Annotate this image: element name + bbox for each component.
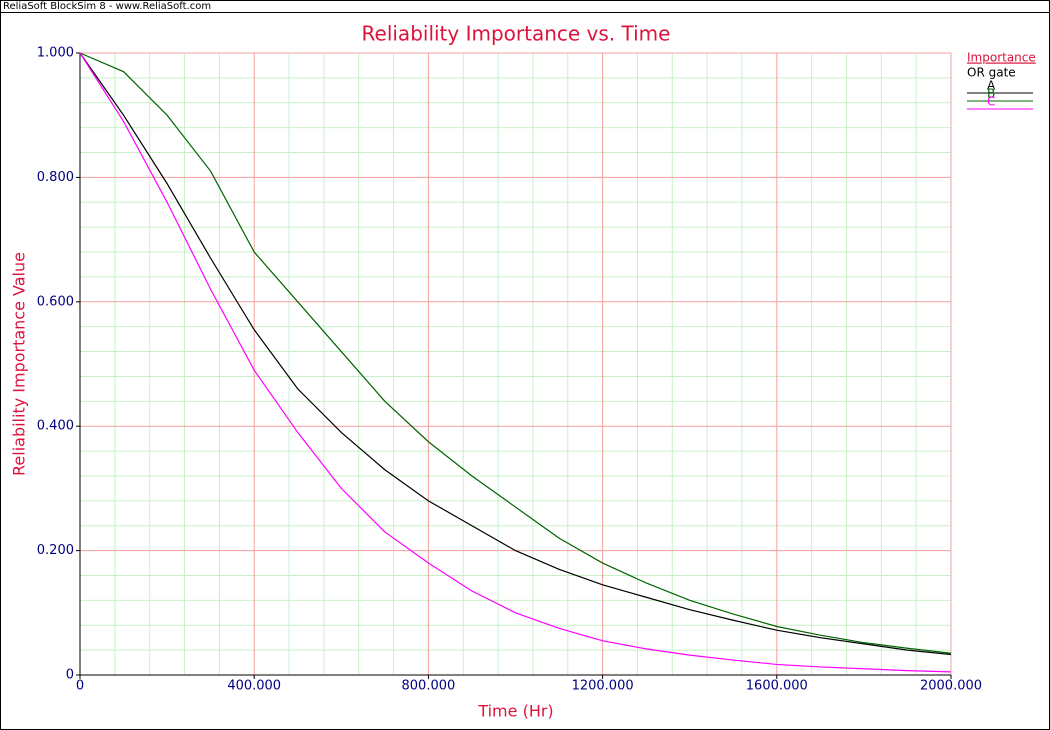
y-tick-label: 0.600 bbox=[37, 294, 74, 309]
legend-title: Importance bbox=[967, 51, 1036, 65]
x-tick-label: 0 bbox=[76, 679, 84, 694]
y-tick-label: 0 bbox=[66, 668, 74, 683]
legend-subtitle: OR gate bbox=[967, 66, 1016, 80]
x-tick-label: 2000.000 bbox=[920, 679, 982, 694]
grid: 0 400.000 800.000 1200.000 1600.000 2000.000 0… bbox=[37, 46, 982, 694]
x-axis-label: Time (Hr) bbox=[477, 702, 553, 721]
plot bbox=[79, 52, 952, 673]
y-axis-label: Reliability Importance Value bbox=[10, 252, 29, 476]
legend-label: A bbox=[987, 79, 996, 93]
y-tick-label: 0.800 bbox=[37, 170, 74, 185]
series-line bbox=[79, 52, 952, 673]
y-tick-label: 1.000 bbox=[37, 46, 74, 61]
x-tick-label: 1200.000 bbox=[572, 679, 634, 694]
chart-title: Reliability Importance vs. Time bbox=[362, 22, 671, 46]
legend-label: B bbox=[987, 87, 995, 101]
x-tick-label: 800.000 bbox=[402, 679, 456, 694]
legend: Importance OR gate ABC bbox=[967, 51, 1036, 110]
y-tick-label: 0.400 bbox=[37, 419, 74, 434]
x-tick-label: 400.000 bbox=[227, 679, 281, 694]
y-tick-label: 0.200 bbox=[37, 543, 74, 558]
header: ReliaSoft BlockSim 8 - www.ReliaSoft.com bbox=[3, 1, 211, 12]
series-line bbox=[79, 52, 952, 654]
legend-label: C bbox=[987, 95, 995, 109]
series-line bbox=[79, 52, 952, 656]
x-tick-label: 1600.000 bbox=[746, 679, 808, 694]
